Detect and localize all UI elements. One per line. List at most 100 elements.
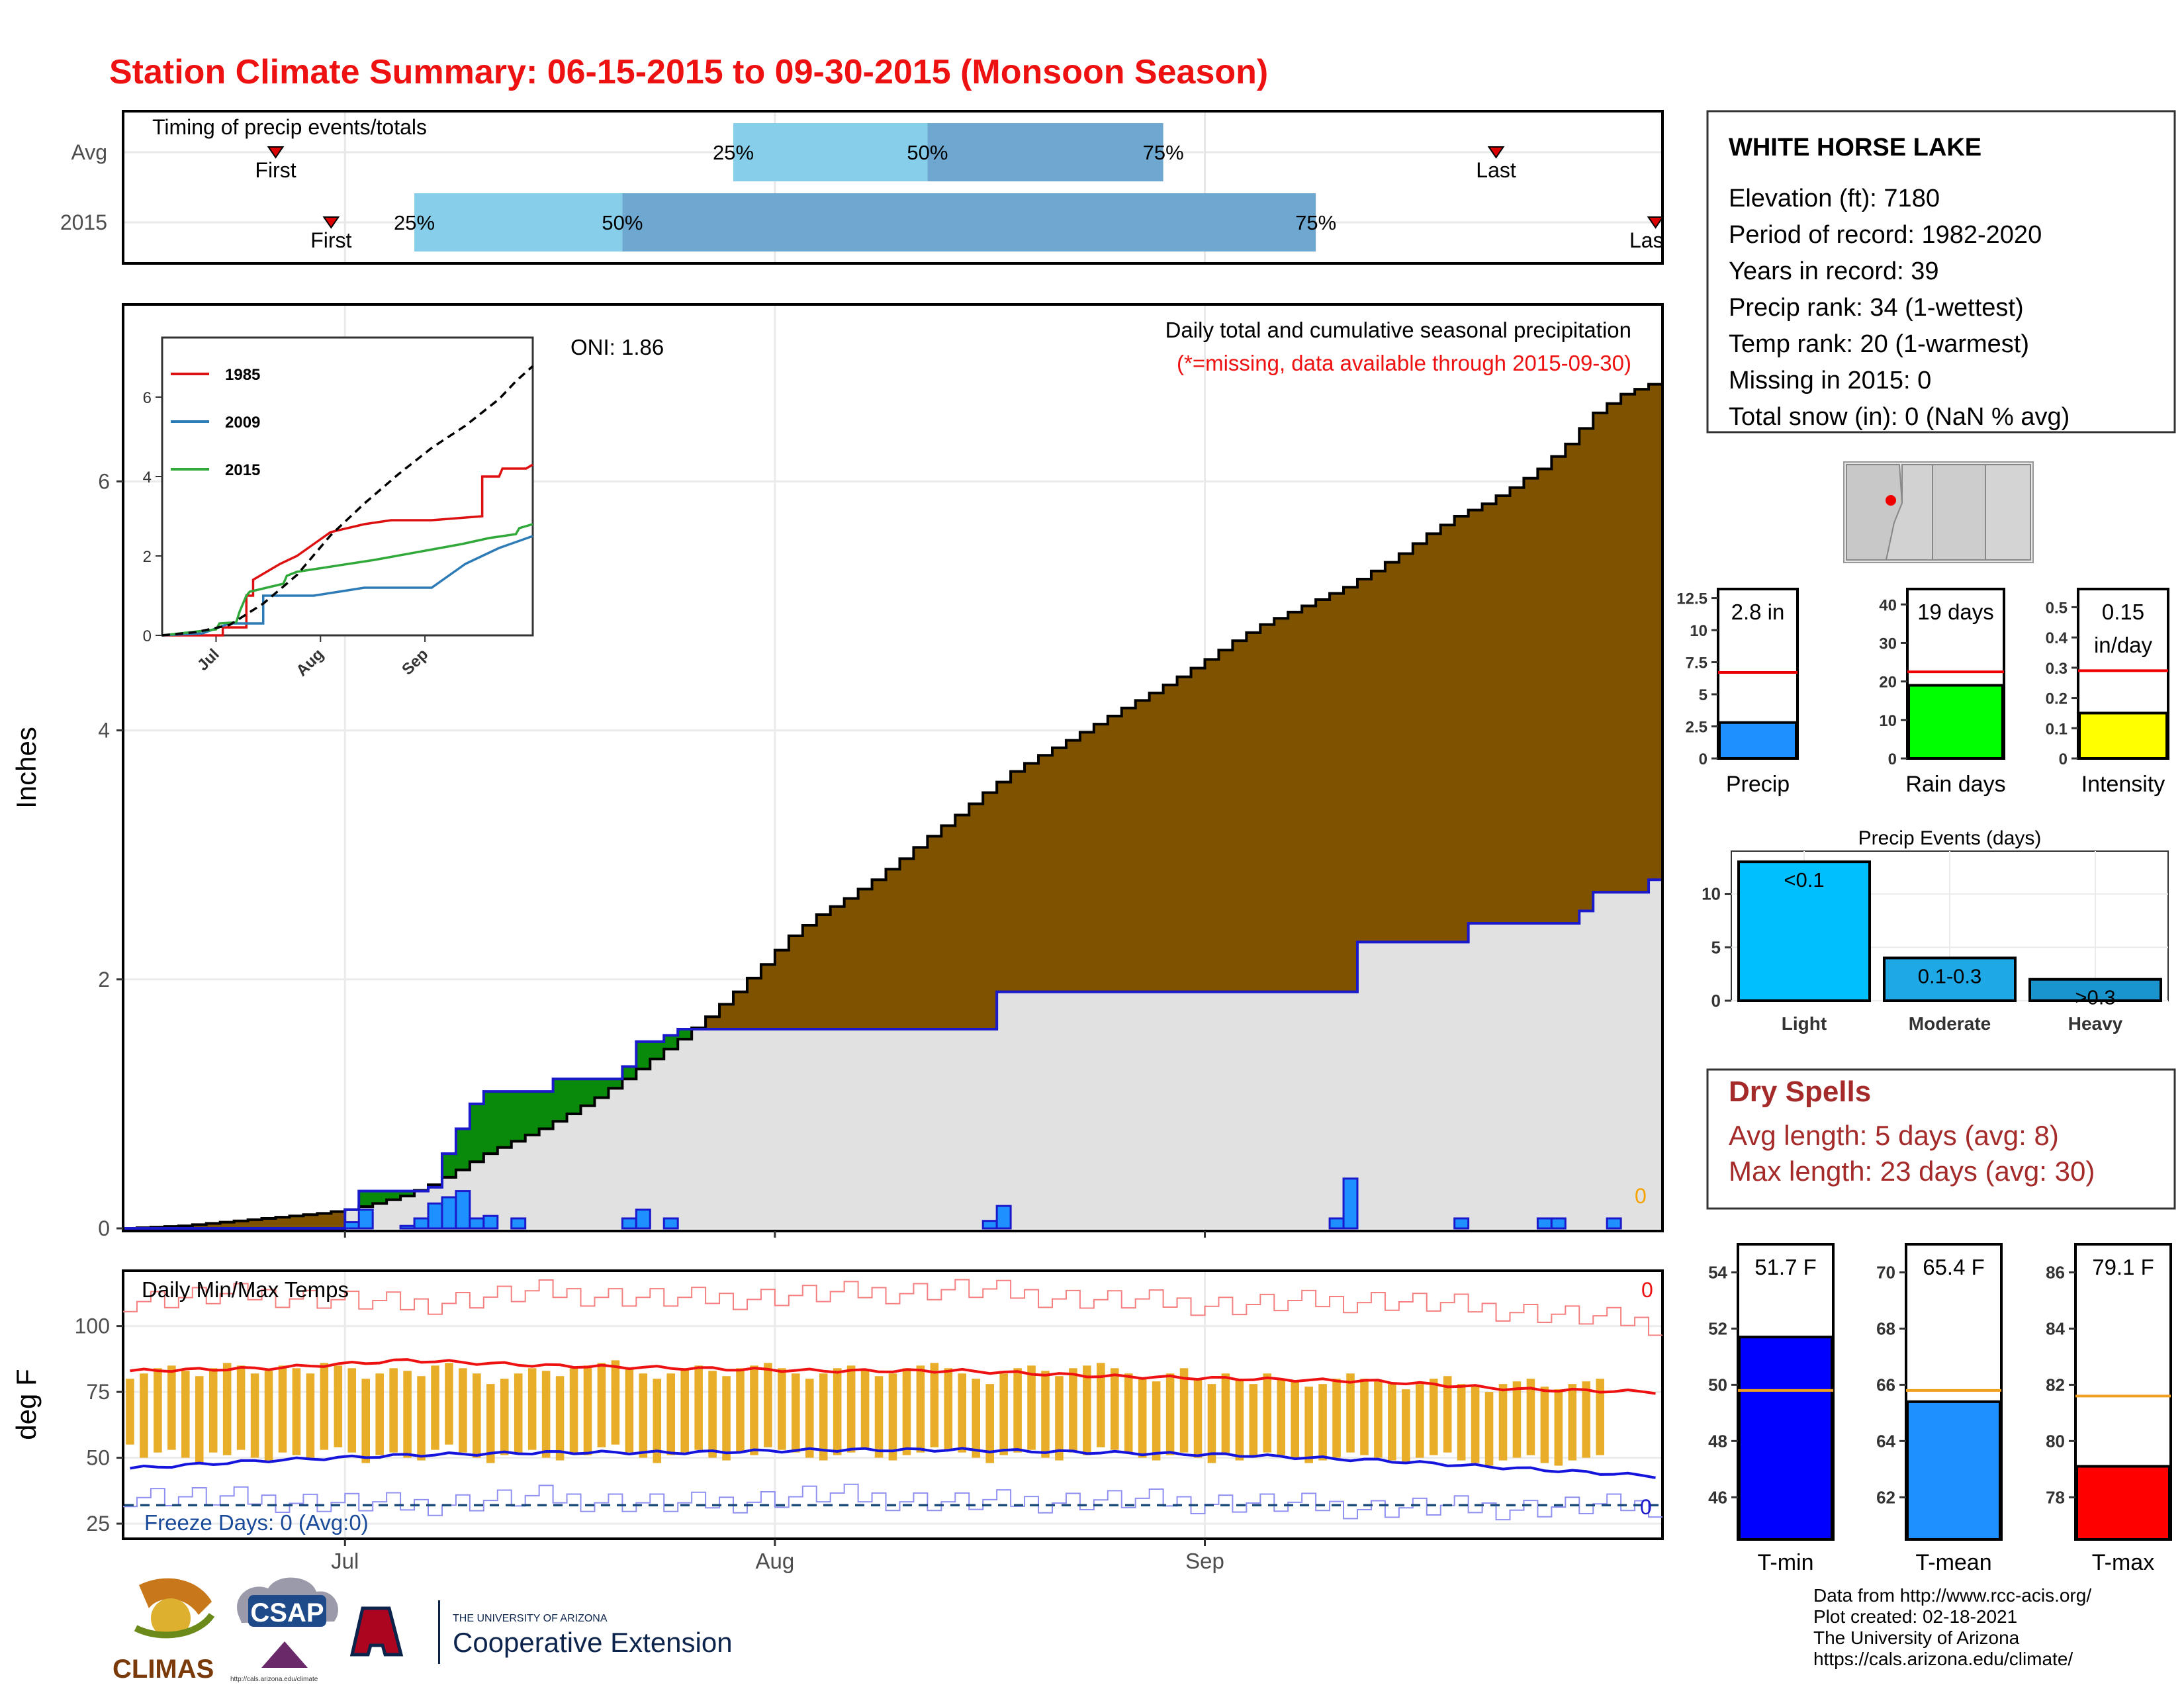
daily-temp-range-bar — [140, 1373, 148, 1458]
daily-temp-range-bar — [1582, 1381, 1591, 1458]
daily-temp-range-bar — [888, 1373, 897, 1461]
daily-temp-range-bar — [417, 1376, 426, 1461]
temp-panel: Daily Min/Max Temps Freeze Days: 0 (Avg:… — [11, 1269, 1664, 1573]
precip-events-chart: Precip Events (days) 0 5 10 <0.1 Light 0.1-0.3… — [1702, 827, 2169, 1034]
daily-temp-range-bar — [1083, 1365, 1091, 1455]
mini-chart-ytick-label: 7.5 — [1686, 655, 1707, 672]
temp-line-avg-min — [130, 1447, 1656, 1479]
daily-temp-range-bar — [1360, 1379, 1369, 1455]
daily-temp-range-bar — [653, 1379, 662, 1463]
temp-xtick-label: Jul — [331, 1549, 359, 1573]
timing-row-label: 2015 — [60, 210, 107, 234]
station-info-line: Elevation (ft): 7180 — [1729, 185, 1940, 212]
mini-chart-value-label: 51.7 F — [1754, 1255, 1817, 1279]
precip-ytick-label: 6 — [98, 469, 110, 493]
daily-temp-range-bar — [347, 1368, 357, 1453]
precip-ytick-label: 0 — [98, 1216, 110, 1240]
mini-chart-ytick-label: 46 — [1708, 1487, 1727, 1507]
mini-chart-value-label: 19 days — [1917, 600, 1994, 624]
daily-precip-bar — [995, 1205, 1012, 1230]
daily-temp-range-bar — [1568, 1384, 1577, 1461]
mini-chart-bar — [1718, 721, 1797, 760]
precip-events-category-label: Moderate — [1909, 1013, 1991, 1034]
timing-pct-label: 50% — [907, 141, 948, 164]
daily-temp-range-bar — [306, 1373, 315, 1458]
mini-chart-category-label: Rain days — [1905, 772, 2005, 797]
temp-ylabel: deg F — [11, 1369, 42, 1440]
daily-temp-range-bar — [1041, 1371, 1050, 1458]
mini-chart-ytick-label: 64 — [1876, 1431, 1895, 1451]
temp-line-record-min — [123, 1483, 1662, 1521]
daily-temp-range-bar — [1138, 1379, 1147, 1458]
daily-temp-range-bar — [320, 1363, 329, 1450]
daily-temp-range-bar — [597, 1363, 606, 1447]
mini-chart-ytick-label: 12.5 — [1676, 590, 1707, 608]
mini-chart-ytick-label: 20 — [1879, 674, 1897, 692]
daily-precip-bar — [427, 1202, 443, 1230]
daily-precip-bar — [662, 1217, 679, 1230]
mini-chart-value-label: 2.8 in — [1731, 600, 1785, 624]
daily-temp-range-bar — [1318, 1384, 1327, 1461]
temp-ytick-label: 50 — [86, 1446, 110, 1470]
daily-temp-range-bar — [764, 1363, 772, 1447]
temp-xtick-label: Aug — [756, 1549, 795, 1573]
daily-temp-range-bar — [722, 1376, 731, 1461]
daily-temp-range-bar — [1429, 1379, 1438, 1455]
last-event-label: Las — [1629, 228, 1664, 252]
mini-chart-ytick-label: 66 — [1876, 1375, 1895, 1394]
page-title: Station Climate Summary: 06-15-2015 to 0… — [109, 53, 1268, 91]
mini-chart-intensity: 0 0.1 0.2 0.3 0.4 0.5 0.15 in/day Intensity — [2046, 588, 2169, 797]
mini-chart-ytick-label: 0.4 — [2046, 629, 2068, 647]
daily-precip-bar — [635, 1209, 651, 1230]
mini-chart-ytick-label: 0.3 — [2046, 660, 2068, 678]
daily-temp-range-bar — [1540, 1387, 1549, 1463]
mini-chart-bar — [1738, 1336, 1833, 1541]
cumulative-2015-line — [123, 878, 1662, 1230]
ua-logo-small: THE UNIVERSITY OF ARIZONA — [453, 1613, 608, 1624]
dry-spells-title: Dry Spells — [1729, 1075, 1871, 1108]
precip-panel: Daily total and cumulative seasonal prec… — [11, 303, 1664, 1240]
daily-temp-range-bar — [1097, 1363, 1105, 1447]
daily-temp-range-bar — [236, 1365, 246, 1450]
daily-temp-range-bar — [625, 1368, 634, 1453]
mini-chart-ytick-label: 0.1 — [2046, 720, 2068, 738]
daily-temp-range-bar — [1304, 1387, 1313, 1463]
daily-temp-range-bar — [1402, 1389, 1410, 1463]
daily-temp-range-bar — [375, 1373, 384, 1455]
csap-logo-text: CSAP — [250, 1598, 324, 1627]
daily-precip-bar — [981, 1220, 998, 1230]
mini-chart-bar — [2078, 711, 2168, 760]
freeze-days-label: Freeze Days: 0 (Avg:0) — [144, 1510, 369, 1535]
daily-temp-range-bar — [431, 1365, 439, 1450]
precip-title: Daily total and cumulative seasonal prec… — [1165, 318, 1631, 342]
precip-subtitle: (*=missing, data available through 2015-… — [1177, 351, 1631, 375]
inset-ytick-label: 2 — [143, 548, 152, 566]
climas-logo-text: CLIMAS — [113, 1655, 214, 1684]
daily-temp-range-bar — [1263, 1373, 1272, 1453]
temp-line-avg-max — [130, 1358, 1656, 1395]
daily-precip-bar — [1453, 1217, 1470, 1230]
mini-chart-ytick-label: 86 — [2046, 1262, 2065, 1282]
dry-spells-box: Dry Spells Avg length: 5 days (avg: 8) M… — [1706, 1068, 2176, 1210]
temp-missing-min: 0 — [1640, 1495, 1652, 1519]
mini-chart-category-label: T-min — [1758, 1550, 1814, 1575]
locator-map — [1843, 461, 2034, 563]
mini-chart-category-label: Precip — [1726, 772, 1790, 797]
daily-temp-range-bar — [1152, 1381, 1161, 1461]
mini-chart-ytick-label: 30 — [1879, 635, 1897, 653]
daily-temp-range-bar — [1235, 1379, 1244, 1461]
timing-pct-label: 25% — [713, 141, 754, 164]
daily-precip-bar — [482, 1214, 499, 1230]
last-event-marker — [1487, 146, 1505, 159]
mini-chart-tmax: 78 80 82 84 86 79.1 F T-max — [2046, 1243, 2172, 1575]
daily-temp-range-bar — [154, 1368, 162, 1453]
inset-ytick-label: 0 — [143, 627, 152, 645]
mini-chart-ytick-label: 50 — [1708, 1375, 1727, 1394]
dry-spells-avg: Avg length: 5 days (avg: 8) — [1729, 1120, 2059, 1151]
mini-chart-category-label: T-mean — [1915, 1550, 1991, 1575]
daily-precip-bar — [1328, 1217, 1345, 1230]
mini-chart-value-label: in/day — [2094, 633, 2153, 657]
ua-logo-big: Cooperative Extension — [453, 1627, 733, 1658]
timing-bar-25-50 — [733, 123, 928, 181]
